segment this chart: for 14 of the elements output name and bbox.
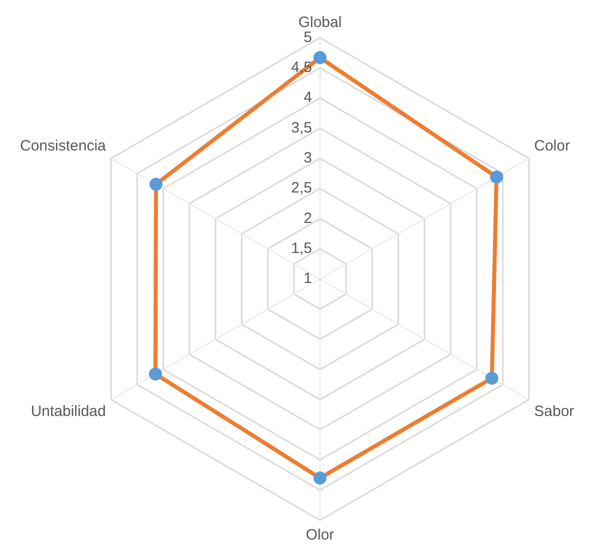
spoke-label: Color [534, 138, 570, 155]
y-tick-label: 5 [304, 28, 312, 46]
y-tick-label: 4 [304, 89, 312, 106]
y-tick-label: 3 [304, 150, 312, 167]
spoke-label: Consistencia [20, 138, 107, 155]
y-tick-label: 3,5 [291, 119, 312, 136]
spoke-label: Olor [306, 526, 334, 544]
spoke-label: Global [298, 14, 342, 31]
spoke-label: Untabilidad [30, 402, 106, 420]
y-tick-label: 1 [304, 270, 312, 288]
spoke-label: Sabor [534, 402, 574, 420]
y-tick-label: 2 [304, 210, 312, 227]
y-tick-label: 2,5 [291, 180, 312, 197]
y-tick-label: 1,5 [291, 240, 312, 257]
